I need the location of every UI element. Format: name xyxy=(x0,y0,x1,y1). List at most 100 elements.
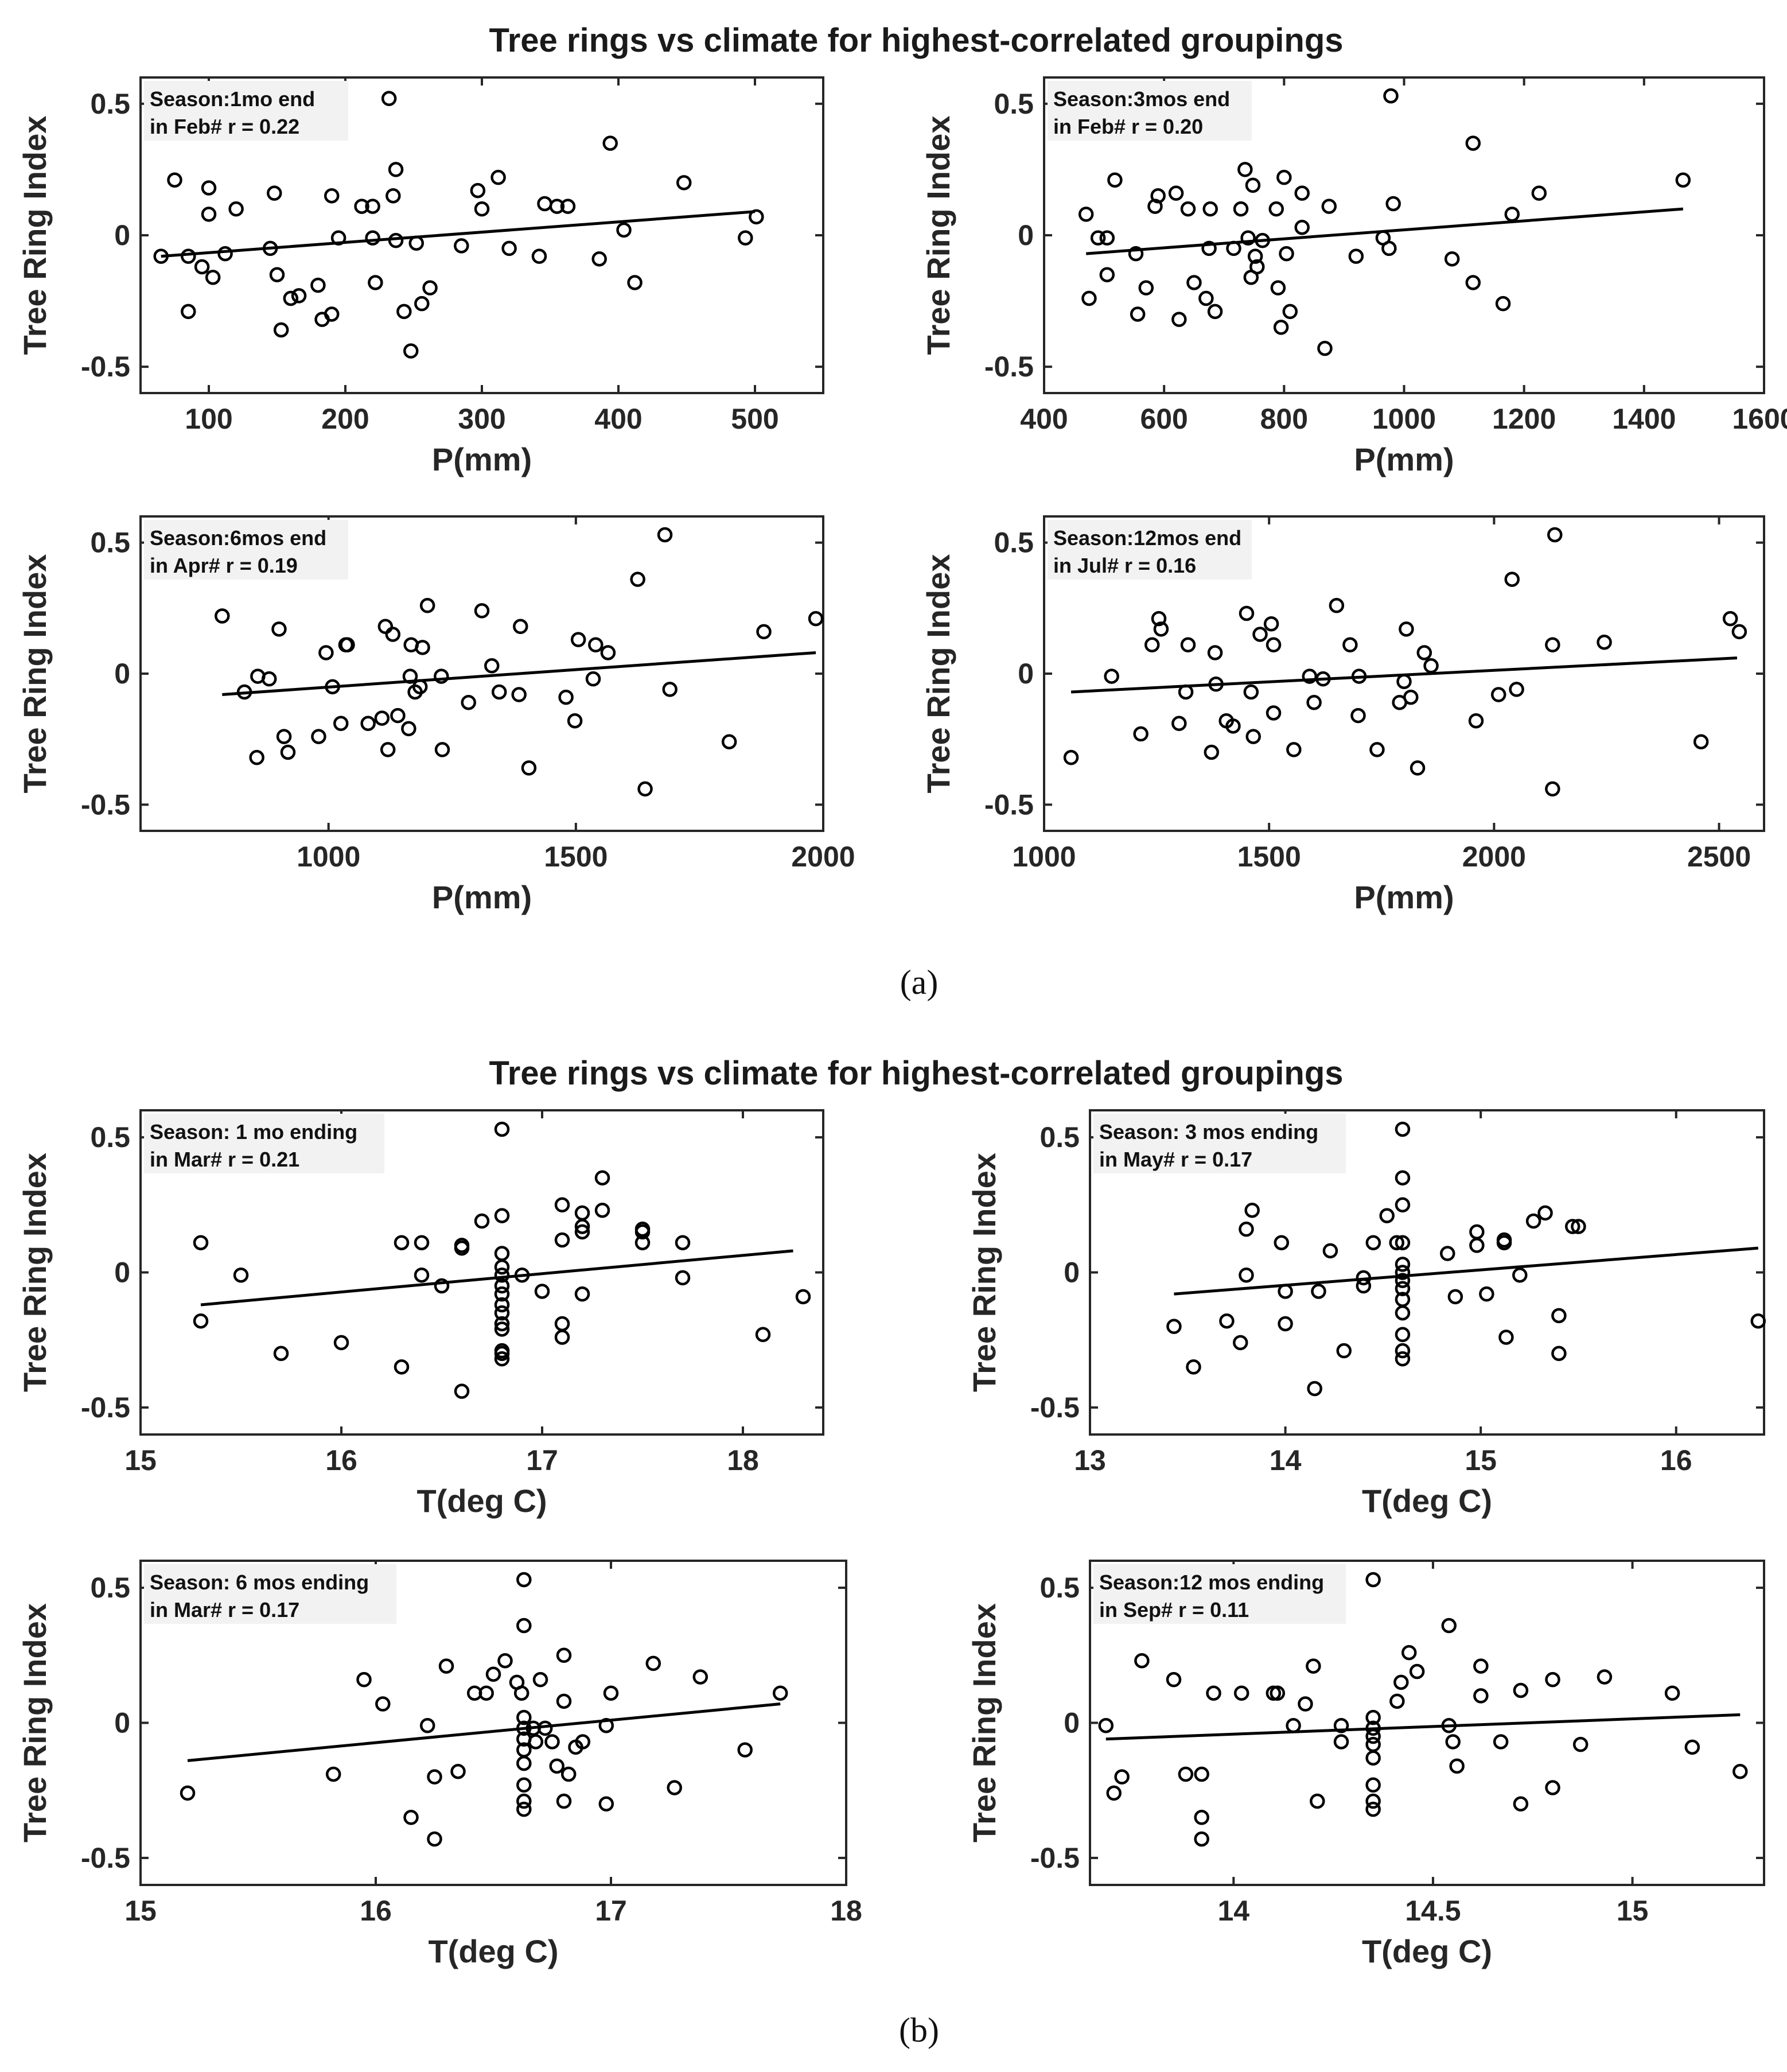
data-point xyxy=(585,671,601,687)
data-point xyxy=(1239,605,1255,621)
data-point xyxy=(1395,1351,1411,1367)
data-point xyxy=(1104,668,1119,684)
data-point xyxy=(365,230,380,246)
regression-line xyxy=(161,210,756,258)
x-tick-label: 200 xyxy=(321,403,369,435)
data-point xyxy=(1247,248,1263,264)
data-point xyxy=(193,1313,209,1329)
data-point xyxy=(415,640,430,655)
data-point xyxy=(574,1219,590,1234)
x-tick-label: 15 xyxy=(1617,1895,1649,1927)
figure-a-title: Tree rings vs climate for highest-correl… xyxy=(489,22,1343,59)
data-point xyxy=(534,1284,550,1299)
annotation-line: in Feb# r = 0.20 xyxy=(1053,115,1203,138)
data-point xyxy=(1509,682,1524,697)
data-point xyxy=(1512,1267,1528,1283)
data-point xyxy=(1365,1235,1381,1250)
x-tick-label: 15 xyxy=(1465,1444,1497,1476)
data-point xyxy=(1322,1243,1338,1259)
data-point xyxy=(1245,729,1261,744)
x-tick-label: 16 xyxy=(360,1895,392,1927)
data-point xyxy=(1194,1810,1209,1825)
y-tick-label: 0.5 xyxy=(90,1121,130,1153)
data-point xyxy=(1270,1685,1286,1701)
data-point xyxy=(1381,240,1397,256)
regression-line xyxy=(200,1249,793,1307)
data-point xyxy=(1252,627,1268,642)
data-point xyxy=(181,248,196,264)
x-tick-label: 100 xyxy=(185,403,232,435)
regression-line xyxy=(1070,656,1738,694)
data-point xyxy=(1279,246,1294,262)
data-point xyxy=(558,689,574,705)
data-point xyxy=(318,645,334,660)
x-tick-label: 400 xyxy=(594,403,642,435)
data-point xyxy=(194,259,210,275)
data-point xyxy=(1395,1281,1411,1296)
y-axis-label: Tree Ring Index xyxy=(966,1603,1002,1842)
data-point xyxy=(1365,1750,1381,1766)
y-tick-label: 0 xyxy=(114,658,130,690)
data-point xyxy=(201,207,217,222)
data-point xyxy=(528,1734,544,1750)
data-point xyxy=(333,716,349,732)
data-point xyxy=(1268,201,1284,217)
data-point xyxy=(1395,1197,1411,1213)
data-point xyxy=(1274,1235,1290,1250)
data-point xyxy=(1273,320,1289,335)
data-point xyxy=(574,1224,590,1240)
x-tick-label: 1000 xyxy=(1372,403,1436,435)
data-point xyxy=(470,182,486,199)
x-tick-label: 2500 xyxy=(1687,841,1751,873)
x-tick-label: 400 xyxy=(1020,403,1068,435)
data-point xyxy=(1298,1696,1313,1712)
data-point xyxy=(532,1671,548,1688)
annotation-line: in Jul# r = 0.16 xyxy=(1053,554,1196,577)
data-point xyxy=(560,199,576,214)
data-point xyxy=(676,175,692,191)
data-point xyxy=(1282,304,1298,320)
data-point xyxy=(1409,1663,1425,1680)
data-point xyxy=(310,277,326,293)
data-point xyxy=(567,713,583,729)
y-tick-label: -0.5 xyxy=(1030,1842,1080,1874)
x-tick-label: 2000 xyxy=(791,841,855,873)
data-point xyxy=(419,598,435,613)
data-point xyxy=(755,1327,771,1343)
data-point xyxy=(1186,1359,1201,1375)
data-point xyxy=(494,1278,510,1294)
data-point xyxy=(386,188,401,204)
data-point xyxy=(1243,684,1259,700)
data-point xyxy=(749,209,764,225)
data-point xyxy=(602,135,618,151)
data-point xyxy=(1441,1618,1457,1634)
data-point xyxy=(494,1121,510,1137)
data-point xyxy=(556,1693,572,1709)
data-point xyxy=(657,527,673,543)
data-point xyxy=(450,1764,466,1779)
data-point xyxy=(1194,1831,1209,1847)
annotation-line: Season: 6 mos ending xyxy=(150,1570,369,1594)
data-point xyxy=(494,1259,510,1275)
data-point xyxy=(490,169,506,185)
data-point xyxy=(1423,658,1439,674)
data-point xyxy=(1350,707,1366,724)
data-point xyxy=(531,248,547,264)
data-point xyxy=(1151,611,1167,627)
y-tick-label: 0.5 xyxy=(1040,1572,1080,1604)
scatter-panel-b4: 0.5 0 -0.5 14 14.5 15 T(deg C) Tree Ring Index S… xyxy=(966,1560,1765,1969)
data-point xyxy=(1572,1736,1589,1752)
data-point xyxy=(1180,637,1196,653)
data-point xyxy=(721,734,737,749)
data-point xyxy=(1365,1793,1381,1809)
x-axis-label: T(deg C) xyxy=(1362,1933,1492,1969)
x-axis-label: P(mm) xyxy=(1354,441,1454,477)
data-point xyxy=(1306,1658,1321,1674)
data-point xyxy=(616,222,632,238)
data-point xyxy=(1276,169,1292,185)
data-point xyxy=(1245,177,1261,193)
annotation-line: Season: 1 mo ending xyxy=(150,1120,357,1144)
x-tick-label: 500 xyxy=(731,403,778,435)
data-point xyxy=(354,199,369,214)
data-point xyxy=(1150,188,1166,204)
